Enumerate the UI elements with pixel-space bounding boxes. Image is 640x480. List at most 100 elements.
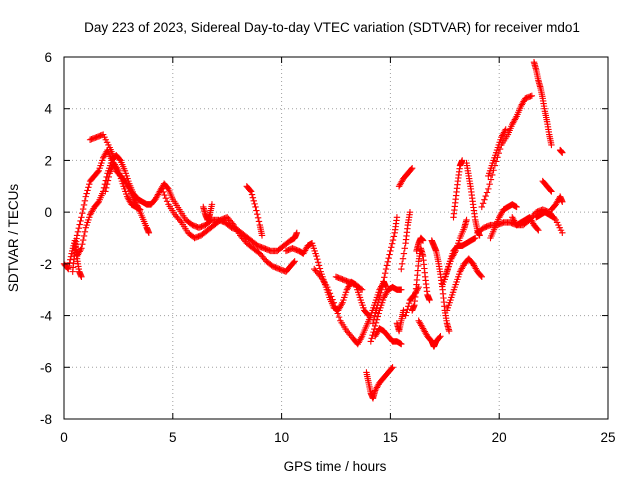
data-point xyxy=(559,198,566,205)
series-s31 xyxy=(485,126,509,180)
data-point xyxy=(378,286,385,293)
data-point xyxy=(251,200,258,208)
data-point xyxy=(163,198,171,205)
data-point xyxy=(375,298,382,306)
data-point xyxy=(229,220,236,227)
data-point xyxy=(548,141,555,149)
data-point xyxy=(85,184,92,191)
data-point xyxy=(208,201,216,208)
data-point xyxy=(398,260,406,268)
series-s36 xyxy=(539,177,555,195)
series-s13 xyxy=(367,283,405,345)
data-point xyxy=(358,334,365,342)
data-point xyxy=(248,191,256,198)
data-points xyxy=(60,58,566,402)
data-point xyxy=(388,244,395,251)
data-point xyxy=(513,203,520,211)
data-point xyxy=(528,92,536,99)
data-point xyxy=(314,259,322,266)
data-point xyxy=(114,166,121,173)
data-point xyxy=(291,258,298,265)
data-point xyxy=(385,254,392,262)
data-point xyxy=(80,201,88,209)
data-point xyxy=(160,188,167,196)
series-s16 xyxy=(393,307,407,335)
data-point xyxy=(369,320,377,327)
data-point xyxy=(368,335,375,342)
data-point xyxy=(375,295,383,303)
data-point xyxy=(370,316,378,323)
series-s22 xyxy=(415,317,444,350)
x-tick-label: 25 xyxy=(600,430,615,445)
data-point xyxy=(76,221,83,228)
data-point xyxy=(162,194,170,202)
series-s27 xyxy=(450,157,466,221)
data-point xyxy=(74,228,82,235)
data-point xyxy=(290,259,297,266)
data-point xyxy=(247,187,254,194)
y-axis-label: SDTVAR / TECUs xyxy=(6,184,21,293)
data-point xyxy=(145,229,153,237)
data-point xyxy=(367,338,375,345)
data-point xyxy=(436,334,443,341)
series-s15 xyxy=(369,214,401,327)
data-point xyxy=(482,192,489,200)
y-tick-label: -6 xyxy=(40,360,52,375)
data-point xyxy=(408,164,416,172)
data-point xyxy=(398,340,405,348)
data-point xyxy=(377,289,385,297)
series-s18 xyxy=(398,208,414,273)
data-point xyxy=(252,203,259,211)
series-s1 xyxy=(60,152,301,273)
data-point xyxy=(445,327,453,335)
data-point xyxy=(559,149,566,156)
x-axis-label: GPS time / hours xyxy=(284,459,387,474)
series-s3 xyxy=(102,159,144,213)
series-s35 xyxy=(532,208,557,221)
data-point xyxy=(388,365,395,372)
data-point xyxy=(486,181,493,188)
data-point xyxy=(325,287,332,294)
series-s20 xyxy=(413,234,427,255)
data-point xyxy=(79,209,86,217)
data-point xyxy=(105,173,113,181)
data-point xyxy=(463,216,470,224)
data-point xyxy=(372,309,379,316)
data-point xyxy=(373,305,380,313)
series-s28 xyxy=(463,159,483,239)
data-point xyxy=(75,224,82,232)
data-point xyxy=(403,309,410,316)
series-s4 xyxy=(86,131,118,162)
data-point xyxy=(315,262,323,269)
data-point xyxy=(402,312,409,319)
data-point xyxy=(483,189,491,196)
data-point xyxy=(326,290,334,297)
data-point xyxy=(380,278,387,285)
data-point xyxy=(376,292,384,300)
data-point xyxy=(388,240,396,247)
series-s34 xyxy=(530,58,555,149)
data-point xyxy=(79,205,87,213)
data-point xyxy=(547,187,554,194)
data-point xyxy=(255,218,263,225)
data-point xyxy=(398,265,405,273)
series-s33 xyxy=(509,214,542,234)
data-point xyxy=(489,171,496,179)
x-tick-label: 20 xyxy=(492,430,507,445)
data-point xyxy=(548,188,555,195)
data-point xyxy=(550,214,557,221)
data-point xyxy=(400,250,408,257)
data-point xyxy=(375,310,382,317)
data-point xyxy=(535,227,542,234)
y-tick-label: 6 xyxy=(44,50,52,65)
data-point xyxy=(389,364,396,371)
data-point xyxy=(78,245,85,252)
series-s25 xyxy=(439,216,470,288)
series-s8 xyxy=(243,183,266,239)
data-point xyxy=(472,234,479,242)
data-point xyxy=(382,265,390,273)
data-point xyxy=(487,176,495,183)
data-point xyxy=(333,306,340,314)
data-point xyxy=(158,185,166,193)
